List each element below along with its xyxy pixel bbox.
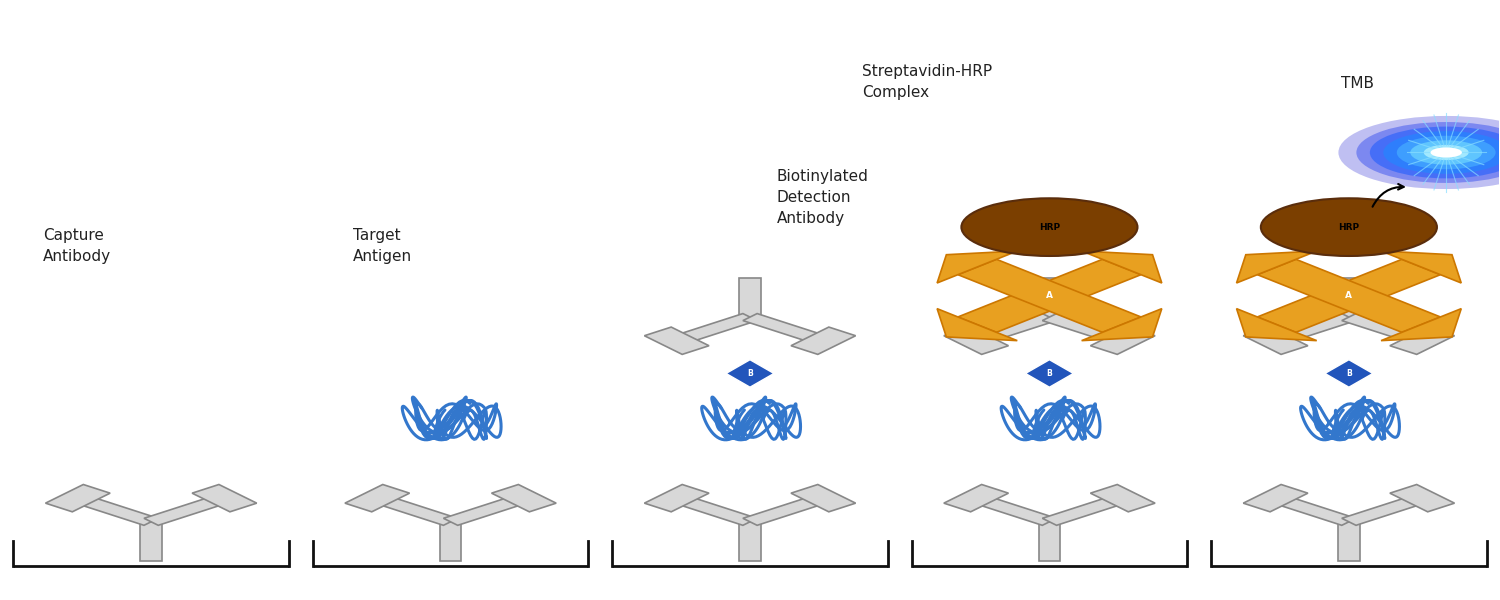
Polygon shape xyxy=(742,494,831,526)
Polygon shape xyxy=(1342,314,1430,344)
Polygon shape xyxy=(1269,314,1356,344)
Polygon shape xyxy=(790,327,855,355)
Polygon shape xyxy=(1090,485,1155,512)
Polygon shape xyxy=(192,485,256,512)
Text: A: A xyxy=(1046,292,1053,301)
Polygon shape xyxy=(1026,360,1074,387)
Polygon shape xyxy=(492,485,556,512)
Ellipse shape xyxy=(1262,198,1437,256)
Polygon shape xyxy=(1038,278,1060,317)
Polygon shape xyxy=(1244,327,1308,355)
Polygon shape xyxy=(1338,278,1359,317)
Text: TMB: TMB xyxy=(1341,76,1374,91)
Polygon shape xyxy=(726,360,774,387)
Polygon shape xyxy=(370,494,458,526)
Polygon shape xyxy=(1082,308,1162,341)
Polygon shape xyxy=(1236,251,1317,283)
Ellipse shape xyxy=(1370,127,1500,178)
Polygon shape xyxy=(958,259,1142,332)
Text: B: B xyxy=(1047,369,1053,378)
Text: Target
Antigen: Target Antigen xyxy=(352,229,413,265)
Polygon shape xyxy=(944,327,1008,355)
Polygon shape xyxy=(1082,251,1162,283)
Polygon shape xyxy=(45,485,110,512)
Polygon shape xyxy=(1342,494,1430,526)
Polygon shape xyxy=(1090,327,1155,355)
Ellipse shape xyxy=(1396,136,1496,169)
Polygon shape xyxy=(1038,522,1060,560)
Polygon shape xyxy=(1257,259,1440,332)
Polygon shape xyxy=(144,494,231,526)
Text: B: B xyxy=(747,369,753,378)
Text: B: B xyxy=(1346,369,1352,378)
Polygon shape xyxy=(1236,308,1317,341)
Polygon shape xyxy=(1244,485,1308,512)
Polygon shape xyxy=(1257,259,1440,332)
Ellipse shape xyxy=(1410,140,1482,164)
Polygon shape xyxy=(1324,360,1372,387)
Polygon shape xyxy=(1382,308,1461,341)
Polygon shape xyxy=(645,327,710,355)
Polygon shape xyxy=(669,314,758,344)
Ellipse shape xyxy=(1383,131,1500,174)
Polygon shape xyxy=(742,314,831,344)
Polygon shape xyxy=(645,485,710,512)
Text: Biotinylated
Detection
Antibody: Biotinylated Detection Antibody xyxy=(777,169,868,226)
Ellipse shape xyxy=(1424,145,1468,160)
Polygon shape xyxy=(944,485,1008,512)
Polygon shape xyxy=(1269,494,1356,526)
Text: Capture
Antibody: Capture Antibody xyxy=(44,229,111,265)
Ellipse shape xyxy=(1338,116,1500,189)
Polygon shape xyxy=(958,259,1142,332)
Polygon shape xyxy=(141,522,162,560)
Polygon shape xyxy=(1390,485,1455,512)
Ellipse shape xyxy=(1436,149,1458,156)
Text: HRP: HRP xyxy=(1040,223,1060,232)
Polygon shape xyxy=(938,308,1017,341)
Polygon shape xyxy=(1382,251,1461,283)
Polygon shape xyxy=(938,251,1017,283)
Polygon shape xyxy=(444,494,531,526)
Polygon shape xyxy=(1390,327,1455,355)
Ellipse shape xyxy=(1431,148,1462,158)
Polygon shape xyxy=(669,494,758,526)
Ellipse shape xyxy=(1356,122,1500,183)
Text: HRP: HRP xyxy=(1338,223,1359,232)
Polygon shape xyxy=(740,278,760,317)
Polygon shape xyxy=(969,314,1056,344)
Polygon shape xyxy=(740,522,760,560)
Polygon shape xyxy=(345,485,410,512)
Ellipse shape xyxy=(962,198,1137,256)
Polygon shape xyxy=(1042,494,1130,526)
Polygon shape xyxy=(440,522,462,560)
Polygon shape xyxy=(969,494,1056,526)
Polygon shape xyxy=(790,485,855,512)
Polygon shape xyxy=(1338,522,1359,560)
Text: A: A xyxy=(1346,292,1353,301)
Polygon shape xyxy=(70,494,158,526)
Polygon shape xyxy=(1042,314,1130,344)
Text: Streptavidin-HRP
Complex: Streptavidin-HRP Complex xyxy=(862,64,993,100)
